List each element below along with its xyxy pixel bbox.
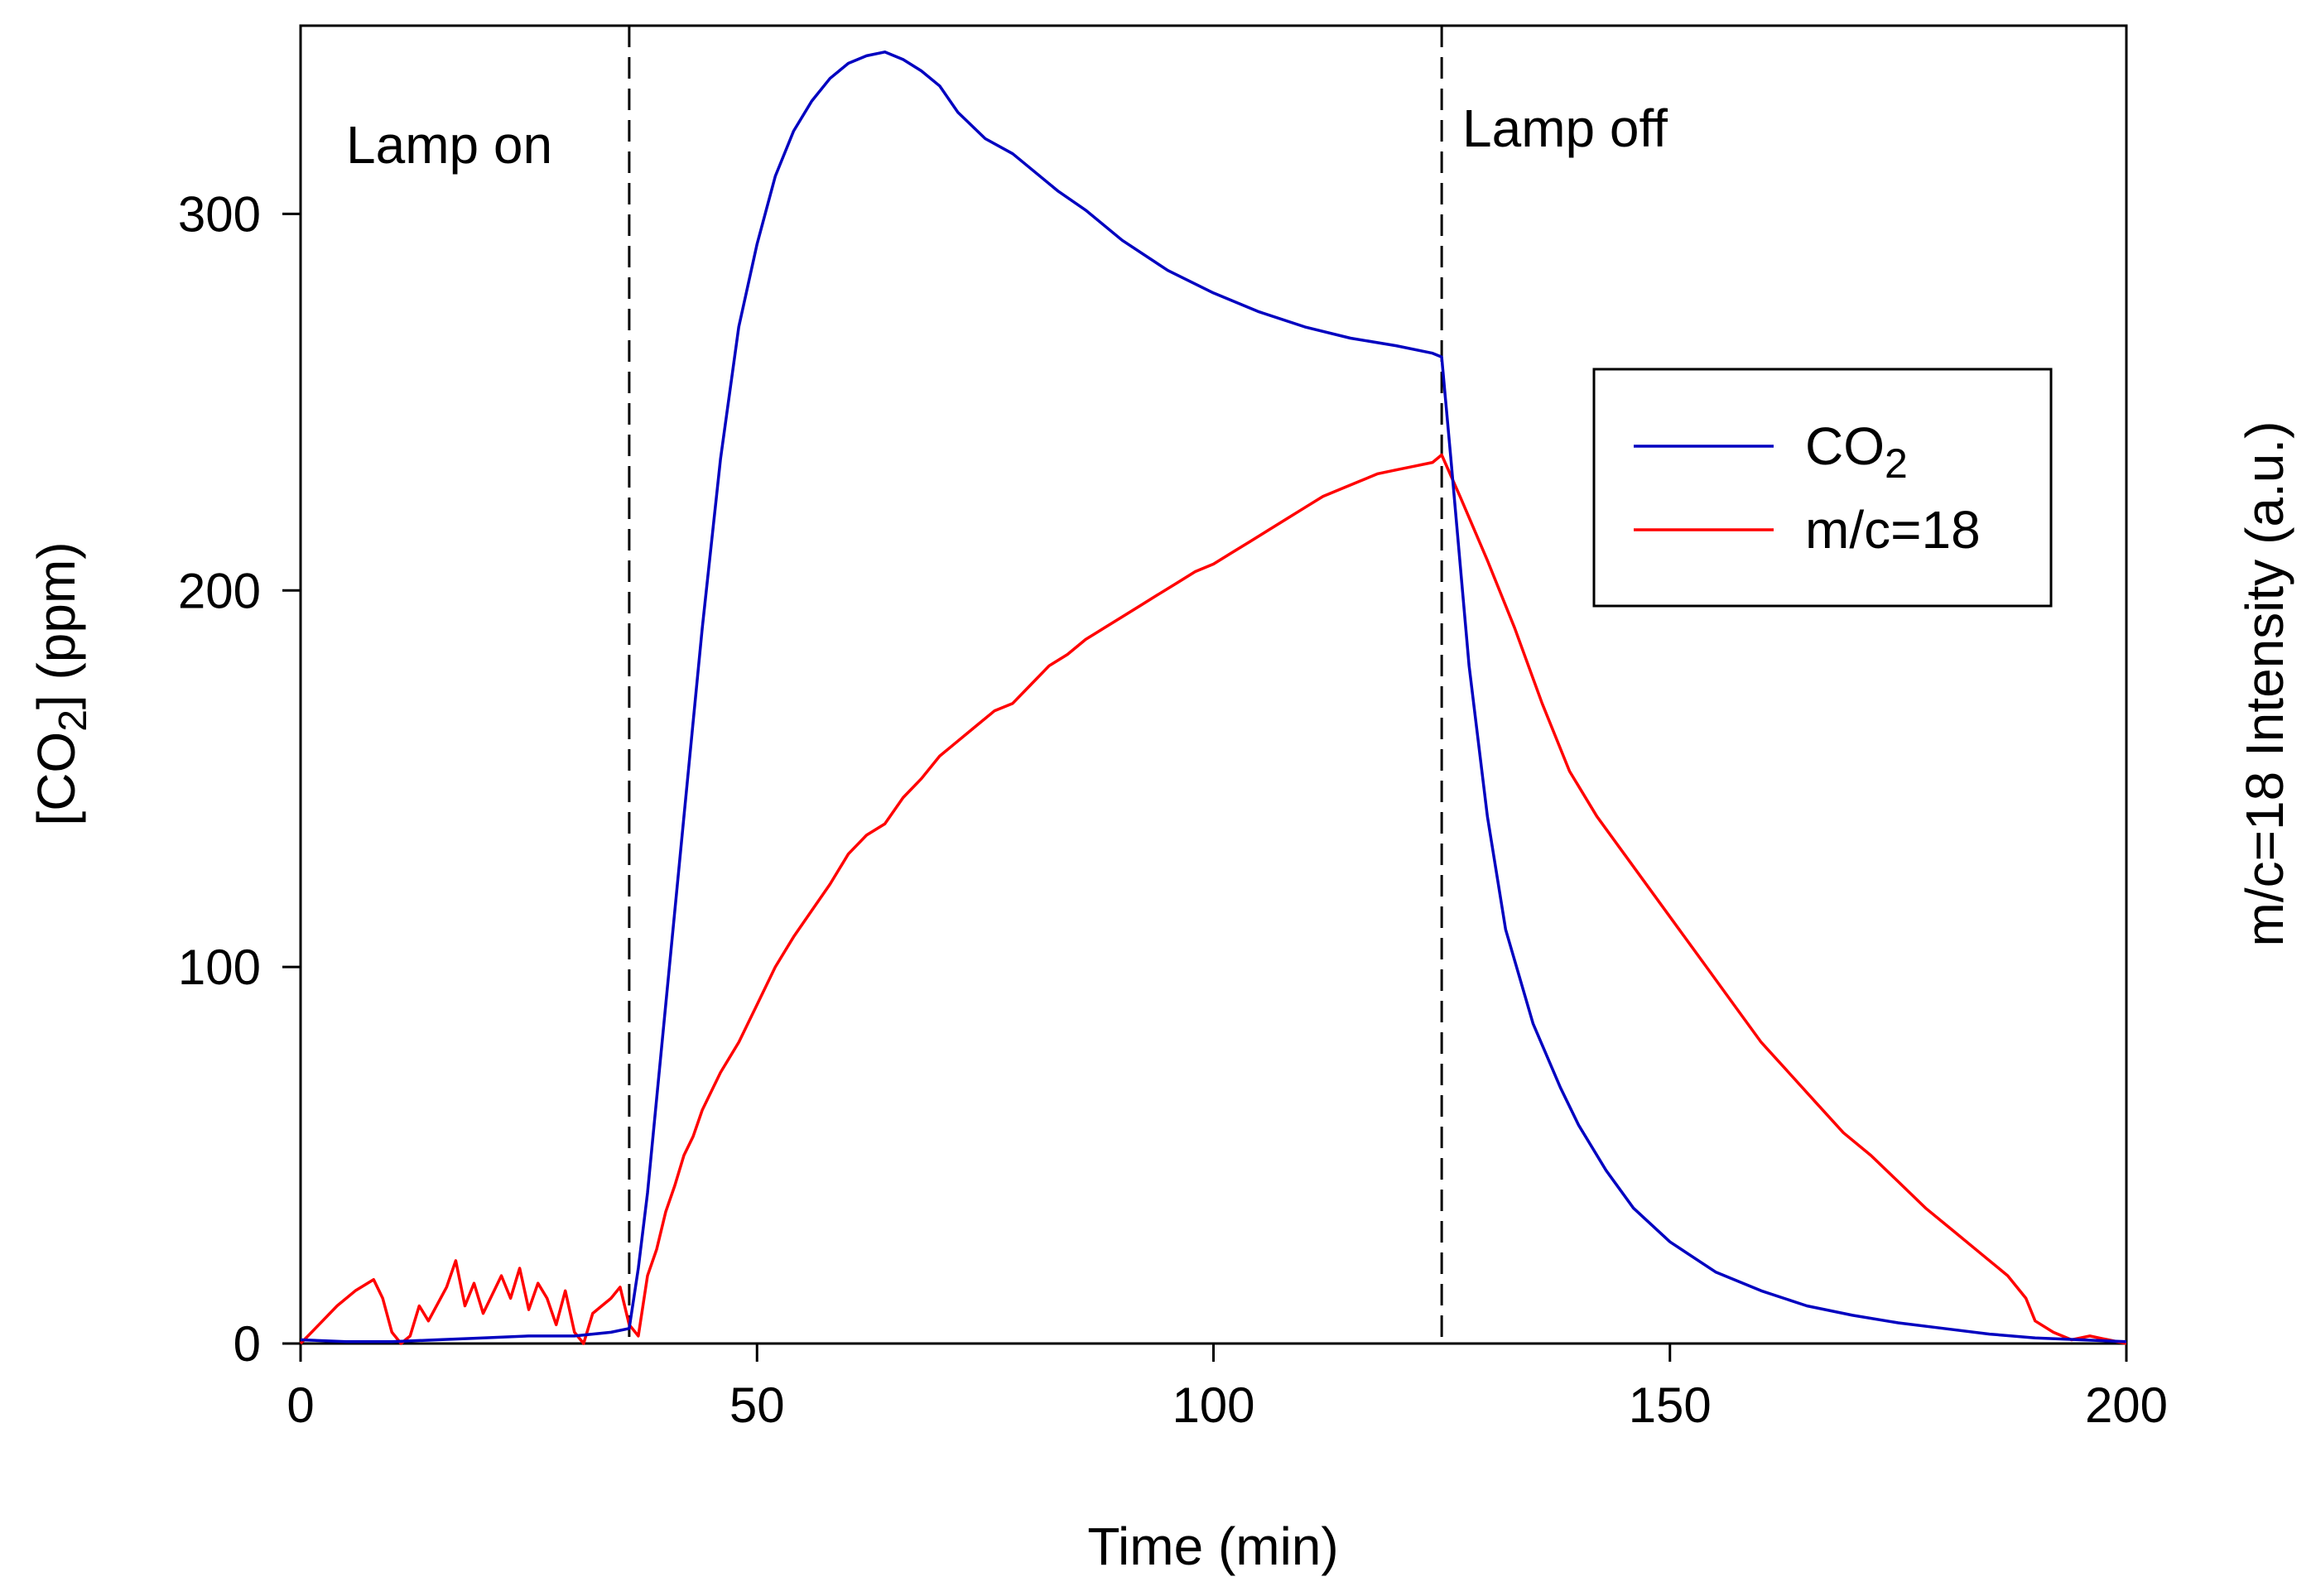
legend: CO2 m/c=18 — [1592, 368, 2053, 608]
series-line-co2 — [300, 50, 2127, 1344]
y-axis-title-tail: ] (ppm) — [26, 541, 86, 709]
y-tick-label: 100 — [178, 940, 261, 995]
series-line-mc18 — [299, 453, 2127, 1345]
x-tick-label: 200 — [2085, 1377, 2168, 1433]
y-tick-label: 300 — [178, 186, 261, 242]
y-axis-title: [CO2] (ppm) — [26, 541, 95, 825]
legend-label-co2: CO2 — [1805, 416, 1908, 487]
x-tick-label: 50 — [729, 1377, 785, 1433]
annotation-lamp-on: Lamp on — [346, 115, 552, 175]
x-axis-title: Time (min) — [1087, 1517, 1338, 1576]
right-axis-title: m/c=18 Intensity (a.u.) — [2235, 421, 2294, 947]
y-axis: 0 100 200 300 — [178, 186, 301, 1372]
x-tick-label: 100 — [1172, 1377, 1254, 1433]
y-tick-label: 0 — [234, 1316, 261, 1372]
legend-box — [1592, 368, 2053, 608]
legend-label-mc18: m/c=18 — [1805, 500, 1981, 560]
x-tick-label: 0 — [286, 1377, 314, 1433]
annotation-lamp-off: Lamp off — [1462, 99, 1668, 158]
x-axis: 0 50 100 150 200 — [286, 1344, 2168, 1433]
y-axis-title-subscript: 2 — [51, 709, 95, 732]
legend-label-co2-main: CO — [1805, 416, 1885, 476]
legend-label-co2-subscript: 2 — [1885, 440, 1908, 487]
y-tick-label: 200 — [178, 563, 261, 618]
x-tick-label: 150 — [1629, 1377, 1712, 1433]
y-axis-title-main: [CO — [26, 732, 86, 826]
